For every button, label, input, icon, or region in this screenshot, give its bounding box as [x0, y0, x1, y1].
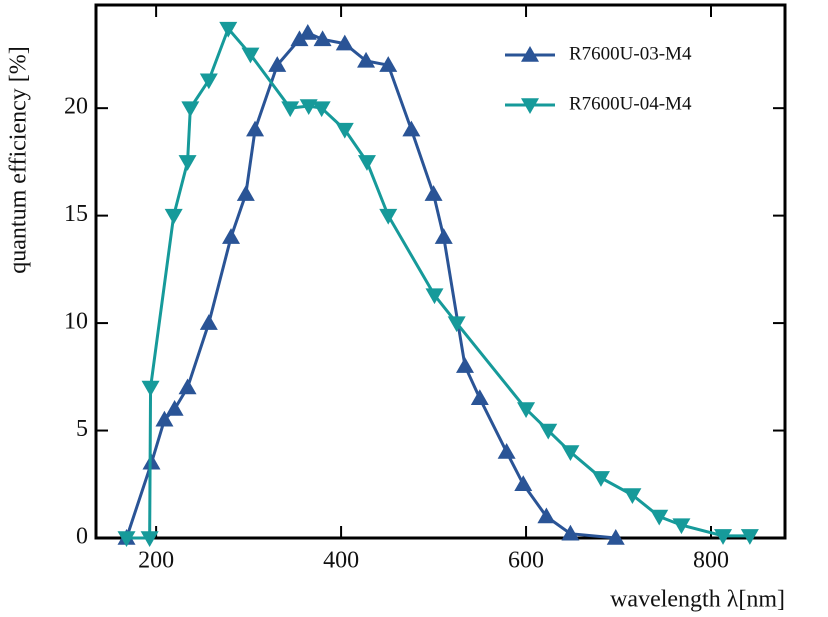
data-point	[313, 30, 332, 47]
legend-marker	[521, 98, 539, 114]
x-axis-label: wavelength λ[nm]	[610, 587, 785, 613]
y-tick-label: 10	[64, 309, 88, 335]
data-point	[606, 529, 625, 545]
data-point	[425, 288, 444, 305]
data-point	[402, 120, 421, 137]
data-point	[561, 524, 580, 541]
data-point	[379, 208, 398, 225]
data-point	[357, 51, 376, 68]
data-point	[199, 73, 218, 90]
y-tick-label: 15	[64, 201, 88, 227]
data-point	[165, 400, 184, 416]
data-point	[178, 155, 197, 171]
y-tick-label: 5	[76, 416, 88, 442]
data-point	[181, 101, 200, 118]
legend-label: R7600U-04-M4	[569, 93, 692, 114]
data-point	[164, 208, 183, 225]
data-point	[335, 122, 354, 139]
data-point	[298, 23, 317, 40]
data-point	[141, 380, 160, 397]
data-point	[470, 389, 489, 406]
data-point	[357, 155, 376, 171]
legend-marker	[521, 46, 539, 62]
data-point	[268, 56, 287, 72]
y-axis-label: quantum efficiency [%]	[6, 46, 32, 273]
data-point	[241, 47, 260, 64]
data-point	[379, 56, 398, 72]
data-point	[650, 509, 669, 526]
data-point	[539, 423, 558, 440]
data-point	[219, 21, 238, 38]
x-tick-label: 800	[693, 548, 729, 574]
data-point	[497, 443, 516, 459]
data-point	[424, 185, 443, 201]
data-point	[740, 529, 759, 545]
data-point	[335, 34, 354, 51]
data-point	[290, 30, 309, 47]
data-point	[517, 402, 536, 419]
legend-label: R7600U-03-M4	[569, 43, 692, 64]
data-point	[561, 445, 580, 462]
plot-frame	[94, 3, 787, 540]
data-point	[199, 314, 218, 330]
y-tick-label: 20	[64, 94, 88, 120]
data-point	[623, 488, 642, 505]
x-tick-label: 400	[323, 548, 359, 574]
data-point	[672, 518, 691, 535]
data-point	[514, 475, 533, 492]
data-point	[591, 471, 610, 487]
data-point	[178, 378, 197, 395]
data-point	[246, 120, 265, 137]
data-point	[117, 531, 136, 547]
data-point	[222, 228, 241, 244]
data-point	[447, 316, 466, 333]
series-line	[125, 31, 616, 540]
data-point	[140, 531, 159, 547]
data-point	[155, 410, 174, 427]
x-tick-label: 600	[508, 548, 544, 574]
y-tick-label: 0	[76, 524, 88, 550]
data-point	[236, 185, 255, 201]
data-point	[434, 228, 453, 244]
data-point	[456, 357, 475, 373]
data-point	[537, 507, 556, 524]
x-tick-label: 200	[138, 548, 174, 574]
data-point	[312, 101, 331, 118]
data-point	[299, 99, 318, 116]
data-point	[714, 529, 733, 545]
data-point	[281, 101, 300, 118]
